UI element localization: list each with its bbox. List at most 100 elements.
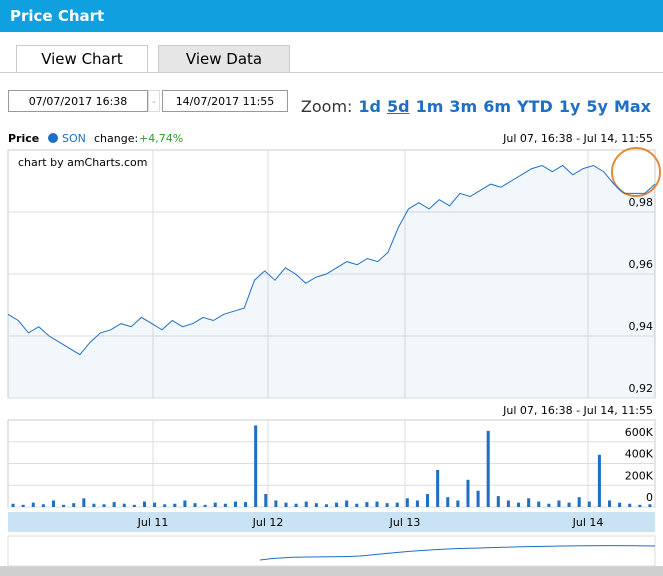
price-area — [8, 165, 655, 398]
volume-bar — [41, 504, 45, 507]
volume-bar — [607, 500, 612, 507]
volume-bar — [233, 501, 237, 507]
volume-bar — [597, 454, 601, 507]
volume-bar — [365, 502, 369, 507]
volume-bar — [142, 501, 146, 507]
volume-bar — [112, 502, 116, 507]
zoom-label: Zoom: — [300, 97, 353, 116]
date-to[interactable]: 14/07/2017 11:55 — [162, 90, 288, 112]
volume-bar — [628, 503, 632, 507]
x-tick-label: Jul 13 — [389, 516, 421, 529]
volume-bar — [375, 501, 379, 507]
date-from[interactable]: 07/07/2017 16:38 — [8, 90, 148, 112]
volume-bar — [335, 502, 339, 507]
volume-bar — [264, 493, 268, 507]
volume-bar — [304, 501, 308, 507]
tab[interactable]: View Chart — [16, 45, 148, 73]
volume-bar — [527, 498, 531, 507]
volume-bar — [274, 500, 278, 507]
volume-bar — [92, 503, 96, 507]
volume-bar — [62, 504, 66, 507]
volume-bar — [436, 470, 440, 507]
volume-bar — [426, 493, 430, 507]
scroll-axis — [8, 512, 655, 532]
volume-bar — [355, 503, 359, 507]
header: Price Chart — [0, 0, 663, 32]
navigator-line — [259, 545, 656, 561]
volume-bar — [648, 504, 652, 507]
volume-bar — [476, 490, 480, 507]
bottom-bar — [0, 566, 663, 576]
volume-bar — [153, 502, 157, 507]
legend-dot — [48, 133, 58, 143]
volume-bar — [324, 504, 328, 507]
zoom-option[interactable]: 6m — [483, 97, 512, 116]
y-tick-label: 0,94 — [629, 320, 654, 333]
range-label: Jul 07, 16:38 - Jul 14, 11:55 — [502, 404, 653, 417]
zoom-option[interactable]: 1m — [415, 97, 444, 116]
y-tick-label: 0,96 — [629, 258, 654, 271]
volume-bar — [193, 503, 197, 507]
volume-bar — [456, 500, 460, 507]
volume-bar — [314, 503, 318, 507]
navigator — [7, 535, 656, 567]
volume-bar — [577, 497, 581, 507]
volume-bar — [385, 503, 389, 507]
zoom-option[interactable]: YTD — [517, 97, 553, 116]
volume-bar — [496, 496, 500, 507]
range-label: Jul 07, 16:38 - Jul 14, 11:55 — [502, 132, 653, 145]
y-tick-label: 0,98 — [629, 196, 654, 209]
volume-bar — [567, 502, 571, 507]
volume-bar — [466, 479, 470, 507]
volume-bar — [132, 504, 136, 507]
volume-bar — [244, 502, 248, 507]
x-tick-label: Jul 14 — [572, 516, 604, 529]
volume-bar — [415, 500, 419, 507]
volume-bar — [31, 502, 35, 507]
zoom-option[interactable]: 5d — [387, 97, 410, 116]
volume-bar — [345, 500, 349, 507]
zoom-option[interactable]: 3m — [449, 97, 478, 116]
volume-bar — [547, 503, 551, 507]
volume-bar — [557, 500, 561, 507]
price-line — [7, 164, 656, 356]
volume-bar — [102, 504, 106, 507]
volume-bar — [173, 503, 177, 507]
volume-bar — [294, 503, 298, 507]
volume-bar — [405, 498, 409, 507]
volume-bar — [395, 502, 399, 507]
date-sep: - — [148, 90, 160, 112]
y-tick-label: 0 — [646, 491, 653, 504]
highlight-circle — [611, 147, 661, 197]
volume-bar — [72, 503, 76, 507]
zoom: Zoom: 1d 5d 1m 3m 6m YTD 1y 5y Max — [301, 97, 651, 116]
y-tick-label: 600K — [625, 426, 654, 439]
volume-bar — [203, 504, 207, 507]
tab[interactable]: View Data — [158, 45, 290, 73]
zoom-option[interactable]: 5y — [586, 97, 608, 116]
volume-bar — [254, 425, 258, 507]
tab-line — [0, 72, 663, 73]
y-tick-label: 400K — [625, 448, 654, 461]
zoom-option[interactable]: 1d — [358, 97, 382, 116]
volume-bar — [21, 504, 25, 507]
volume-bar — [11, 503, 15, 507]
legend-change: +4,74% — [139, 132, 183, 145]
volume-bar — [51, 500, 56, 507]
volume-bar — [486, 430, 490, 507]
volume-bar — [223, 503, 227, 507]
volume-bar — [82, 498, 86, 507]
zoom-option[interactable]: 1y — [558, 97, 581, 116]
zoom-option[interactable]: Max — [613, 97, 651, 116]
volume-bar — [183, 500, 187, 507]
volume-bar — [446, 497, 450, 507]
volume-bar — [213, 502, 217, 507]
volume-bar — [506, 500, 510, 507]
volume-bar — [537, 501, 541, 507]
volume-bar — [638, 504, 642, 507]
legend-change-label: change: — [94, 132, 138, 145]
volume-bar — [163, 504, 167, 507]
x-tick-label: Jul 12 — [252, 516, 284, 529]
